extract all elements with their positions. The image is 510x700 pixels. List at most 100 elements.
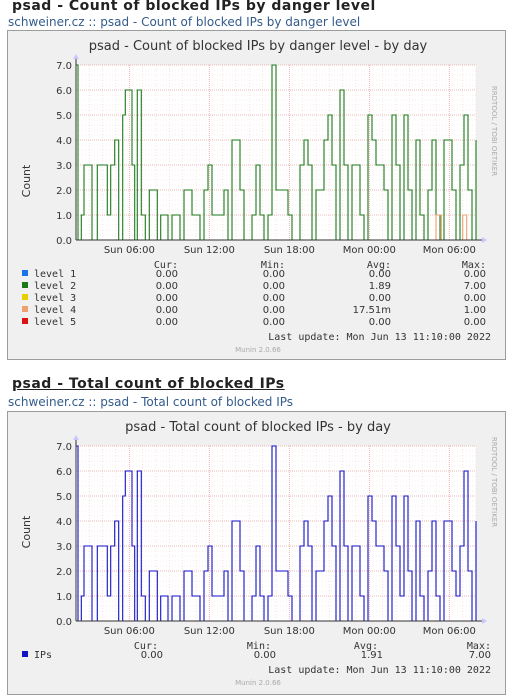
legend-swatch: [22, 270, 28, 276]
legend-rows: IPs 0.00 0.00 1.91 7.00: [22, 650, 491, 661]
legend: Cur: Min: Avg: Max:: [154, 260, 486, 271]
breadcrumb-separator: ::: [88, 15, 97, 29]
legend-stat-value: 1.91: [361, 650, 383, 661]
x-tick-label: Sun 18:00: [264, 245, 315, 256]
y-tick-label: 7.0: [56, 61, 72, 72]
breadcrumb-host-link[interactable]: schweiner.cz: [8, 15, 85, 29]
legend-stat-value: 0.00: [156, 317, 178, 328]
chart-total: psad - Total count of blocked IPs - by d…: [20, 420, 498, 687]
x-tick-label: Sun 12:00: [184, 626, 235, 637]
legend-stat-value: 0.00: [464, 293, 486, 304]
legend-stat-value: 0.00: [263, 293, 285, 304]
legend-stat-value: 0.00: [156, 281, 178, 292]
y-tick-label: 5.0: [56, 492, 72, 503]
munin-version: Munin 2.0.66: [235, 679, 281, 687]
legend-label: IPs: [34, 650, 52, 661]
legend-stat-value: 0.00: [464, 269, 486, 280]
chart-title: psad - Total count of blocked IPs - by d…: [125, 420, 391, 435]
stats-header-avg: Avg:: [354, 641, 378, 652]
legend-label: level 4: [34, 305, 76, 316]
y-tick-label: 6.0: [56, 86, 72, 97]
y-tick-label: 0.0: [56, 236, 72, 247]
x-axis-arrow: [482, 237, 487, 243]
y-tick-label: 3.0: [56, 542, 72, 553]
x-tick-label: Mon 06:00: [423, 626, 476, 637]
graph-panel-danger-level[interactable]: psad - Count of blocked IPs by danger le…: [7, 30, 506, 360]
y-tick-label: 3.0: [56, 161, 72, 172]
legend: Cur: Min: Avg: Max:: [134, 641, 491, 652]
y-tick-labels: 0.0 1.0 2.0 3.0 4.0 5.0 6.0 7.0: [56, 61, 72, 247]
legend-stat-value: 17.51m: [353, 305, 391, 316]
x-tick-label: Sun 06:00: [104, 245, 155, 256]
chart-title: psad - Count of blocked IPs by danger le…: [89, 39, 428, 54]
y-tick-label: 1.0: [56, 592, 72, 603]
legend-swatch: [22, 282, 28, 288]
legend-stat-value: 0.00: [464, 317, 486, 328]
breadcrumb-separator: ::: [88, 395, 97, 409]
horizontal-grid: [76, 445, 476, 622]
legend-stat-value: 0.00: [263, 281, 285, 292]
last-update: Last update: Mon Jun 13 11:10:00 2022: [268, 332, 491, 343]
axes: [73, 435, 487, 624]
y-tick-label: 4.0: [56, 136, 72, 147]
stats-header-max: Max:: [467, 641, 491, 652]
x-tick-label: Mon 06:00: [423, 245, 476, 256]
legend-stat-value: 0.00: [263, 305, 285, 316]
legend-stat-value: 0.00: [369, 317, 391, 328]
x-tick-labels: Sun 06:00 Sun 12:00 Sun 18:00 Mon 00:00 Mon …: [104, 626, 476, 637]
breadcrumb: schweiner.cz :: psad - Count of blocked …: [8, 15, 360, 29]
breadcrumb-graph-link[interactable]: psad - Total count of blocked IPs: [100, 395, 294, 409]
breadcrumb-host-link[interactable]: schweiner.cz: [8, 395, 85, 409]
section-title-danger-level: psad - Count of blocked IPs by danger le…: [12, 0, 376, 14]
legend-swatch: [22, 651, 28, 657]
legend-label: level 5: [34, 317, 76, 328]
y-axis-arrow: [73, 435, 79, 440]
legend-label: level 2: [34, 281, 76, 292]
legend-stat-value: 0.00: [263, 317, 285, 328]
stats-header-cur: Cur:: [134, 641, 158, 652]
y-tick-label: 2.0: [56, 186, 72, 197]
chart-danger-level: psad - Count of blocked IPs by danger le…: [20, 39, 498, 354]
y-tick-label: 7.0: [56, 442, 72, 453]
legend-swatch: [22, 318, 28, 324]
y-tick-labels: 0.0 1.0 2.0 3.0 4.0 5.0 6.0 7.0: [56, 442, 72, 628]
rrdtool-credit: RRDTOOL / TOBI OETIKER: [490, 86, 498, 176]
y-axis-label: Count: [20, 164, 33, 197]
legend-stat-value: 0.00: [156, 305, 178, 316]
legend-stat-value: 7.00: [464, 281, 486, 292]
graph-panel-total[interactable]: psad - Total count of blocked IPs - by d…: [7, 411, 506, 695]
legend-stat-value: 0.00: [156, 293, 178, 304]
x-axis-arrow: [482, 618, 487, 624]
y-tick-label: 1.0: [56, 211, 72, 222]
y-axis-arrow: [73, 54, 79, 59]
legend-swatch: [22, 294, 28, 300]
y-axis-label: Count: [20, 515, 33, 548]
breadcrumb-graph-link[interactable]: psad - Count of blocked IPs by danger le…: [100, 15, 361, 29]
legend-stat-value: 0.00: [263, 269, 285, 280]
x-tick-label: Mon 00:00: [343, 626, 396, 637]
legend-stat-value: 0.00: [156, 269, 178, 280]
x-tick-label: Sun 06:00: [104, 626, 155, 637]
legend-label: level 1: [34, 269, 76, 280]
munin-version: Munin 2.0.66: [235, 346, 281, 354]
last-update: Last update: Mon Jun 13 11:10:00 2022: [268, 665, 491, 676]
legend-stat-value: 0.00: [141, 650, 163, 661]
x-tick-labels: Sun 06:00 Sun 12:00 Sun 18:00 Mon 00:00 Mon …: [104, 245, 476, 256]
legend-stat-value: 0.00: [254, 650, 276, 661]
section-title-total: psad - Total count of blocked IPs: [12, 376, 285, 392]
legend-stat-value: 0.00: [369, 269, 391, 280]
legend-stat-value: 0.00: [369, 293, 391, 304]
y-tick-label: 0.0: [56, 617, 72, 628]
legend-label: level 3: [34, 293, 76, 304]
x-tick-label: Sun 18:00: [264, 626, 315, 637]
axes: [73, 54, 487, 243]
y-tick-label: 2.0: [56, 567, 72, 578]
x-tick-label: Sun 12:00: [184, 245, 235, 256]
legend-stat-value: 1.89: [369, 281, 391, 292]
breadcrumb: schweiner.cz :: psad - Total count of bl…: [8, 395, 293, 409]
y-tick-label: 4.0: [56, 517, 72, 528]
x-tick-label: Mon 00:00: [343, 245, 396, 256]
rrdtool-credit: RRDTOOL / TOBI OETIKER: [490, 437, 498, 527]
legend-swatch: [22, 306, 28, 312]
stats-header-min: Min:: [247, 641, 271, 652]
